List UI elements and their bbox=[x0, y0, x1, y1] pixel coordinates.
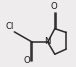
Text: O: O bbox=[51, 2, 58, 11]
Text: N: N bbox=[44, 37, 51, 46]
Text: O: O bbox=[23, 56, 30, 65]
Text: Cl: Cl bbox=[5, 22, 13, 31]
